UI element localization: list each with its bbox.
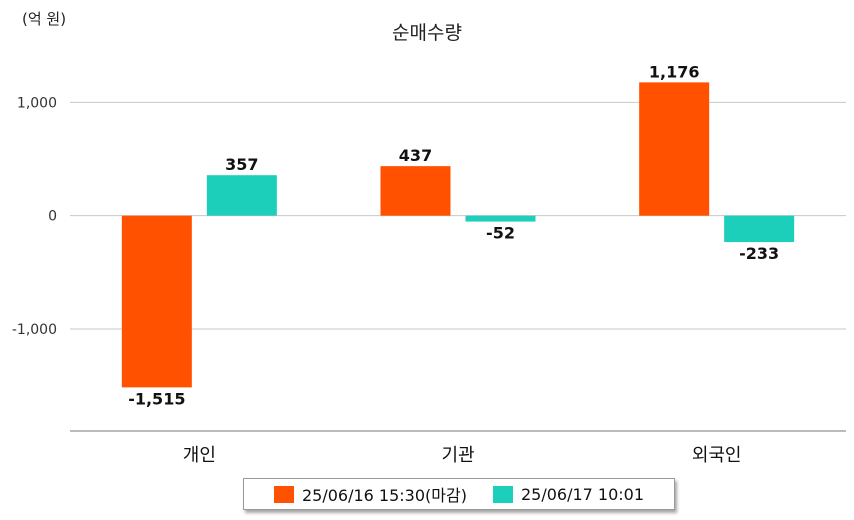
data-label: 1,176 — [649, 62, 700, 81]
legend-swatch-series-1 — [273, 485, 294, 503]
unit-label: (억 원) — [22, 10, 67, 28]
y-tick-label: 0 — [48, 209, 57, 225]
data-label: -1,515 — [128, 389, 185, 408]
legend-swatch-series-2 — [492, 485, 513, 503]
y-tick-label: -1,000 — [12, 322, 57, 338]
legend: 25/06/16 15:30(마감) 25/06/17 10:01 — [243, 478, 675, 510]
x-tick-label: 외국인 — [692, 445, 742, 466]
legend-item-series-2[interactable]: 25/06/17 10:01 — [492, 484, 645, 504]
data-label: 357 — [225, 155, 258, 174]
x-tick-label: 개인 — [183, 445, 216, 466]
bar-1 — [380, 166, 451, 216]
data-label: -233 — [739, 244, 779, 263]
legend-label-series-1: 25/06/16 15:30(마감) — [301, 486, 467, 505]
bar-1 — [121, 215, 192, 388]
legend-label-series-2: 25/06/17 10:01 — [520, 484, 645, 504]
x-tick-label: 기관 — [441, 445, 474, 466]
bar-2 — [724, 215, 795, 243]
legend-item-series-1[interactable]: 25/06/16 15:30(마감) — [273, 482, 467, 506]
bar-1 — [639, 82, 710, 216]
data-label: -52 — [486, 224, 515, 243]
bar-2 — [206, 175, 277, 216]
bar-2 — [465, 215, 536, 222]
chart-title: 순매수량 — [392, 22, 462, 44]
y-tick-label: 1,000 — [17, 95, 57, 111]
data-label: 437 — [399, 146, 432, 165]
